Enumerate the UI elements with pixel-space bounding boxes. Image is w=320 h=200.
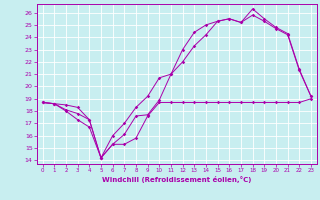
X-axis label: Windchill (Refroidissement éolien,°C): Windchill (Refroidissement éolien,°C) bbox=[102, 176, 252, 183]
